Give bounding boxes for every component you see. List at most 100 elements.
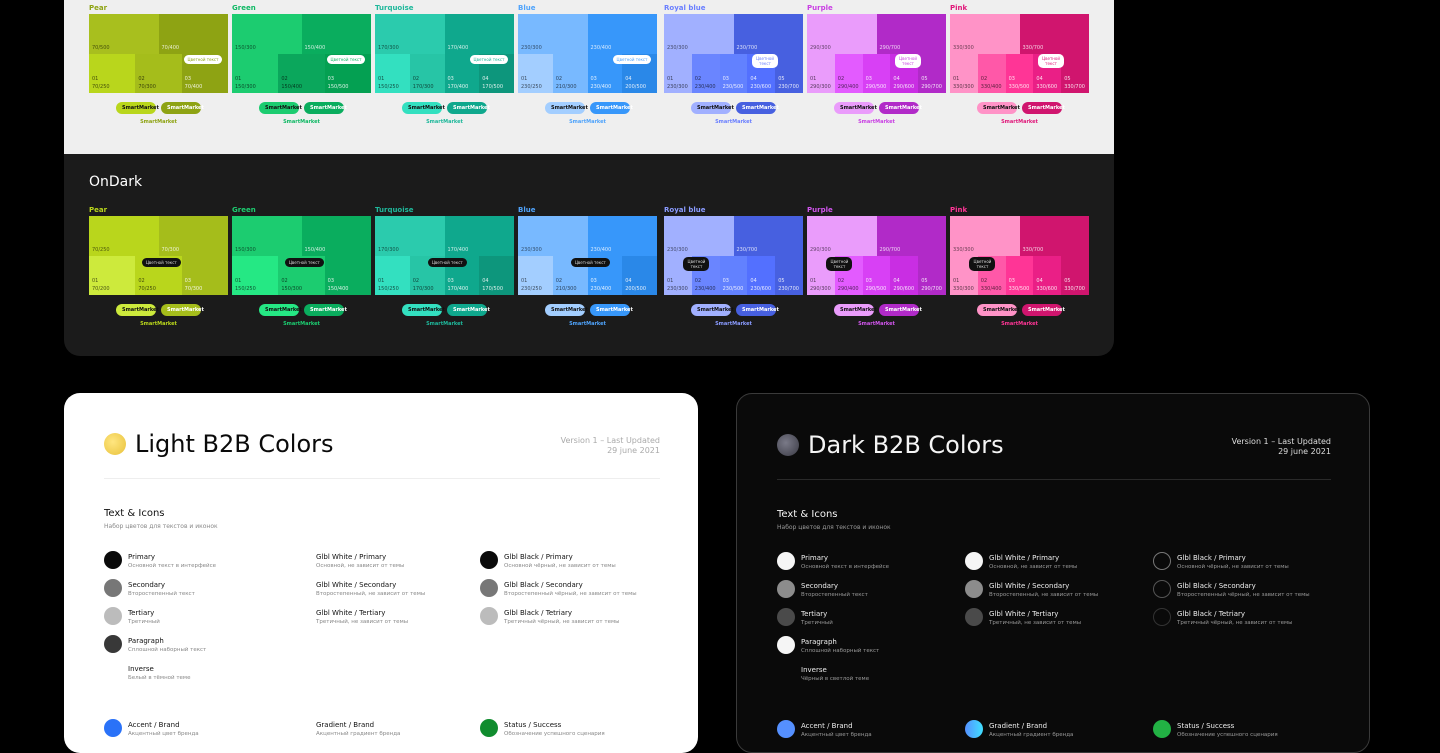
- smartmarket-button-dark[interactable]: SmartMarket: [304, 304, 347, 316]
- version-label: Version 1 – Last Updated: [1231, 437, 1331, 446]
- smartmarket-button-dark[interactable]: SmartMarket: [590, 304, 633, 316]
- cell-code: 330/400: [980, 286, 1002, 292]
- swatch-cell: 01 150/250: [375, 53, 410, 93]
- token-description: Сплошной наборный текст: [801, 648, 880, 654]
- token-description: Основной чёрный, не зависит от темы: [1177, 564, 1289, 570]
- token-description: Третичный чёрный, не зависит от темы: [504, 619, 620, 625]
- token-description: Акцентный градиент бренда: [989, 732, 1074, 738]
- smartmarket-button-dark[interactable]: SmartMarket: [161, 102, 204, 114]
- smartmarket-button-light[interactable]: SmartMarket: [545, 304, 588, 316]
- color-token-paragraph: Paragraph Сплошной наборный текст: [777, 636, 880, 656]
- cell-code: 330/300: [953, 286, 974, 292]
- smartmarket-button-dark[interactable]: SmartMarket: [1022, 304, 1065, 316]
- swatch-top-row: 170/300 170/400: [375, 14, 514, 54]
- smartmarket-button-light[interactable]: SmartMarket: [545, 102, 588, 114]
- smartmarket-button-dark[interactable]: SmartMarket: [161, 304, 204, 316]
- cell-code: 330/500: [1008, 286, 1030, 292]
- smartmarket-button-light[interactable]: SmartMarket: [259, 304, 302, 316]
- smartmarket-button-dark[interactable]: SmartMarket: [1022, 102, 1065, 114]
- swatch-top-row: 330/300 330/700: [950, 14, 1089, 54]
- cell-index: 02: [837, 278, 845, 284]
- palette-green: Green 150/300 150/400 01 150/250 02 150/300 03 1…: [232, 206, 371, 327]
- smartmarket-button-dark[interactable]: SmartMarket: [736, 102, 779, 114]
- token-name: Glbl White / Tertiary: [989, 610, 1059, 618]
- smartmarket-button-dark[interactable]: SmartMarket: [447, 102, 490, 114]
- smartmarket-button-dark[interactable]: SmartMarket: [447, 304, 490, 316]
- swatch-top-row: 290/300 290/700: [807, 216, 946, 256]
- colored-text-chip: Цветной текст: [326, 55, 366, 65]
- smartmarket-button-light[interactable]: SmartMarket: [691, 304, 734, 316]
- color-swatch-dot: [1153, 720, 1171, 738]
- colored-text-chip: Цветной текст: [612, 55, 652, 65]
- swatch-grid: 70/250 70/300 01 70/200 02 70/250 03 70/300 Цвет…: [89, 216, 228, 295]
- smartmarket-button-light[interactable]: SmartMarket: [116, 102, 159, 114]
- cell-index: 04: [625, 76, 632, 82]
- smartmarket-button-light[interactable]: SmartMarket: [116, 304, 159, 316]
- swatch-cell: 70/400: [158, 14, 228, 54]
- cell-code: 330/600: [1036, 84, 1058, 90]
- swatch-top-row: 170/300 170/400: [375, 216, 514, 256]
- swatch-cell: 01 70/200: [89, 255, 136, 295]
- palette-purple: Purple 290/300 290/700 01 290/300 02 290/400 03…: [807, 206, 946, 327]
- swatch-cell: 03 290/500: [862, 255, 891, 295]
- color-swatch-dot: [777, 664, 795, 682]
- smartmarket-button-light[interactable]: SmartMarket: [402, 102, 445, 114]
- token-name: Tertiary: [801, 610, 828, 618]
- smartmarket-button-dark[interactable]: SmartMarket: [304, 102, 347, 114]
- smartmarket-text-sample: SmartMarket: [140, 119, 177, 125]
- swatch-cell: 330/300: [950, 14, 1020, 54]
- divider: [777, 479, 1331, 480]
- smartmarket-button-light[interactable]: SmartMarket: [259, 102, 302, 114]
- swatch-cell: 02 230/400: [691, 53, 720, 93]
- cell-code: 230/400: [590, 286, 612, 292]
- swatch-cell: 01 150/250: [232, 255, 279, 295]
- token-description: Второстепенный, не зависит от темы: [316, 591, 426, 597]
- cell-index: 02: [555, 76, 563, 82]
- smartmarket-button-dark[interactable]: SmartMarket: [879, 304, 922, 316]
- smartmarket-button-dark[interactable]: SmartMarket: [590, 102, 633, 114]
- token-name: Status / Success: [1177, 722, 1235, 730]
- smartmarket-button-light[interactable]: SmartMarket: [834, 102, 877, 114]
- swatch-cell: 03 70/300: [181, 255, 228, 295]
- color-token-paragraph: Paragraph Сплошной наборный текст: [104, 635, 206, 655]
- smartmarket-button-dark[interactable]: SmartMarket: [879, 102, 922, 114]
- token-description: Обозначение успешного сценария: [504, 731, 605, 737]
- swatch-top-row: 150/300 150/400: [232, 216, 371, 256]
- cell-index: 03: [184, 278, 192, 284]
- swatch-grid: 170/300 170/400 01 150/250 02 170/300 03 170/40…: [375, 14, 514, 93]
- cell-code: 200/500: [625, 84, 647, 90]
- swatch-top-row: 230/300 230/400: [518, 14, 657, 54]
- token-description: Второстепенный чёрный, не зависит от тем…: [504, 591, 637, 597]
- swatch-cell: 01 230/300: [664, 53, 692, 93]
- smartmarket-button-light[interactable]: SmartMarket: [834, 304, 877, 316]
- smartmarket-button-light[interactable]: SmartMarket: [977, 304, 1020, 316]
- smartmarket-button-light[interactable]: SmartMarket: [402, 304, 445, 316]
- smartmarket-button-light[interactable]: SmartMarket: [691, 102, 734, 114]
- token-name: Inverse: [801, 666, 827, 674]
- divider: [104, 478, 660, 479]
- cell-code: 150/400: [281, 84, 303, 90]
- swatch-grid: 330/300 330/700 01 330/300 02 330/400 03 330/50…: [950, 14, 1089, 93]
- colored-text-chip: Цветной текст: [141, 257, 181, 267]
- swatch-cell: 290/300: [807, 14, 877, 54]
- palette-name: Green: [232, 4, 256, 12]
- cell-index: 03: [865, 278, 872, 284]
- smartmarket-text-sample: SmartMarket: [858, 119, 895, 125]
- button-row: SmartMarket SmartMarket: [950, 102, 1089, 114]
- smartmarket-text-sample: SmartMarket: [426, 321, 463, 327]
- smartmarket-text-sample: SmartMarket: [1001, 119, 1038, 125]
- palette-name: Pink: [950, 206, 968, 214]
- swatch-bottom-row: 01 230/250 02 210/300 03 230/400 04 200/500: [518, 255, 657, 295]
- color-token-glbl-black-primary: Glbl Black / Primary Основной чёрный, не …: [1153, 552, 1289, 572]
- swatch-top-row: 230/300 230/700: [664, 216, 803, 256]
- color-token-tertiary: Tertiary Третичный: [777, 608, 833, 628]
- cell-index: 01: [378, 278, 385, 284]
- smartmarket-button-light[interactable]: SmartMarket: [977, 102, 1020, 114]
- swatch-cell: 03 330/500: [1005, 53, 1034, 93]
- colored-text-chip: Цветной текст: [751, 53, 778, 68]
- color-swatch-dot: [965, 720, 983, 738]
- color-swatch-dot: [777, 608, 795, 626]
- light-palette-panel: Pear 70/500 70/400 01 70/250 02 70/300 03 70/400…: [64, 0, 1114, 154]
- smartmarket-button-dark[interactable]: SmartMarket: [736, 304, 779, 316]
- color-token-glbl-black-tetriary: Glbl Black / Tetriary Третичный чёрный, н…: [480, 607, 620, 627]
